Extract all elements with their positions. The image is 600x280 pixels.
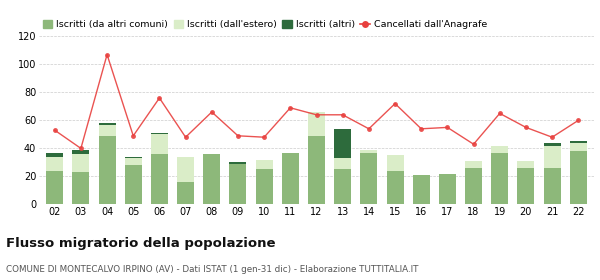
Bar [98, 136, 116, 204]
Bar [46, 157, 63, 171]
Bar [125, 158, 142, 165]
Bar [334, 129, 351, 158]
Bar [544, 168, 560, 204]
Bar [73, 150, 89, 154]
Bar [413, 175, 430, 204]
Bar [544, 143, 560, 146]
Bar [308, 112, 325, 136]
Bar [256, 169, 272, 204]
Bar [282, 153, 299, 204]
Bar [361, 153, 377, 204]
Bar [151, 134, 168, 154]
Bar [46, 153, 63, 157]
Bar [439, 174, 456, 204]
Bar [465, 168, 482, 204]
Bar [151, 154, 168, 204]
Bar [98, 125, 116, 136]
Bar [570, 141, 587, 143]
Bar [491, 146, 508, 153]
Text: Flusso migratorio della popolazione: Flusso migratorio della popolazione [6, 237, 275, 249]
Bar [177, 157, 194, 182]
Bar [517, 168, 535, 204]
Bar [256, 160, 272, 169]
Bar [203, 154, 220, 204]
Bar [570, 151, 587, 204]
Bar [125, 157, 142, 158]
Bar [229, 162, 247, 164]
Text: COMUNE DI MONTECALVO IRPINO (AV) - Dati ISTAT (1 gen-31 dic) - Elaborazione TUTT: COMUNE DI MONTECALVO IRPINO (AV) - Dati … [6, 265, 419, 274]
Bar [125, 165, 142, 204]
Bar [177, 182, 194, 204]
Bar [334, 158, 351, 169]
Bar [544, 146, 560, 168]
Bar [517, 161, 535, 168]
Bar [465, 161, 482, 168]
Bar [73, 172, 89, 204]
Bar [386, 171, 404, 204]
Legend: Iscritti (da altri comuni), Iscritti (dall'estero), Iscritti (altri), Cancellati: Iscritti (da altri comuni), Iscritti (da… [39, 16, 491, 33]
Bar [334, 169, 351, 204]
Bar [570, 143, 587, 151]
Bar [308, 136, 325, 204]
Bar [98, 123, 116, 125]
Bar [73, 154, 89, 172]
Bar [229, 164, 247, 204]
Bar [46, 171, 63, 204]
Bar [386, 155, 404, 171]
Bar [361, 150, 377, 153]
Bar [151, 133, 168, 134]
Bar [491, 153, 508, 204]
